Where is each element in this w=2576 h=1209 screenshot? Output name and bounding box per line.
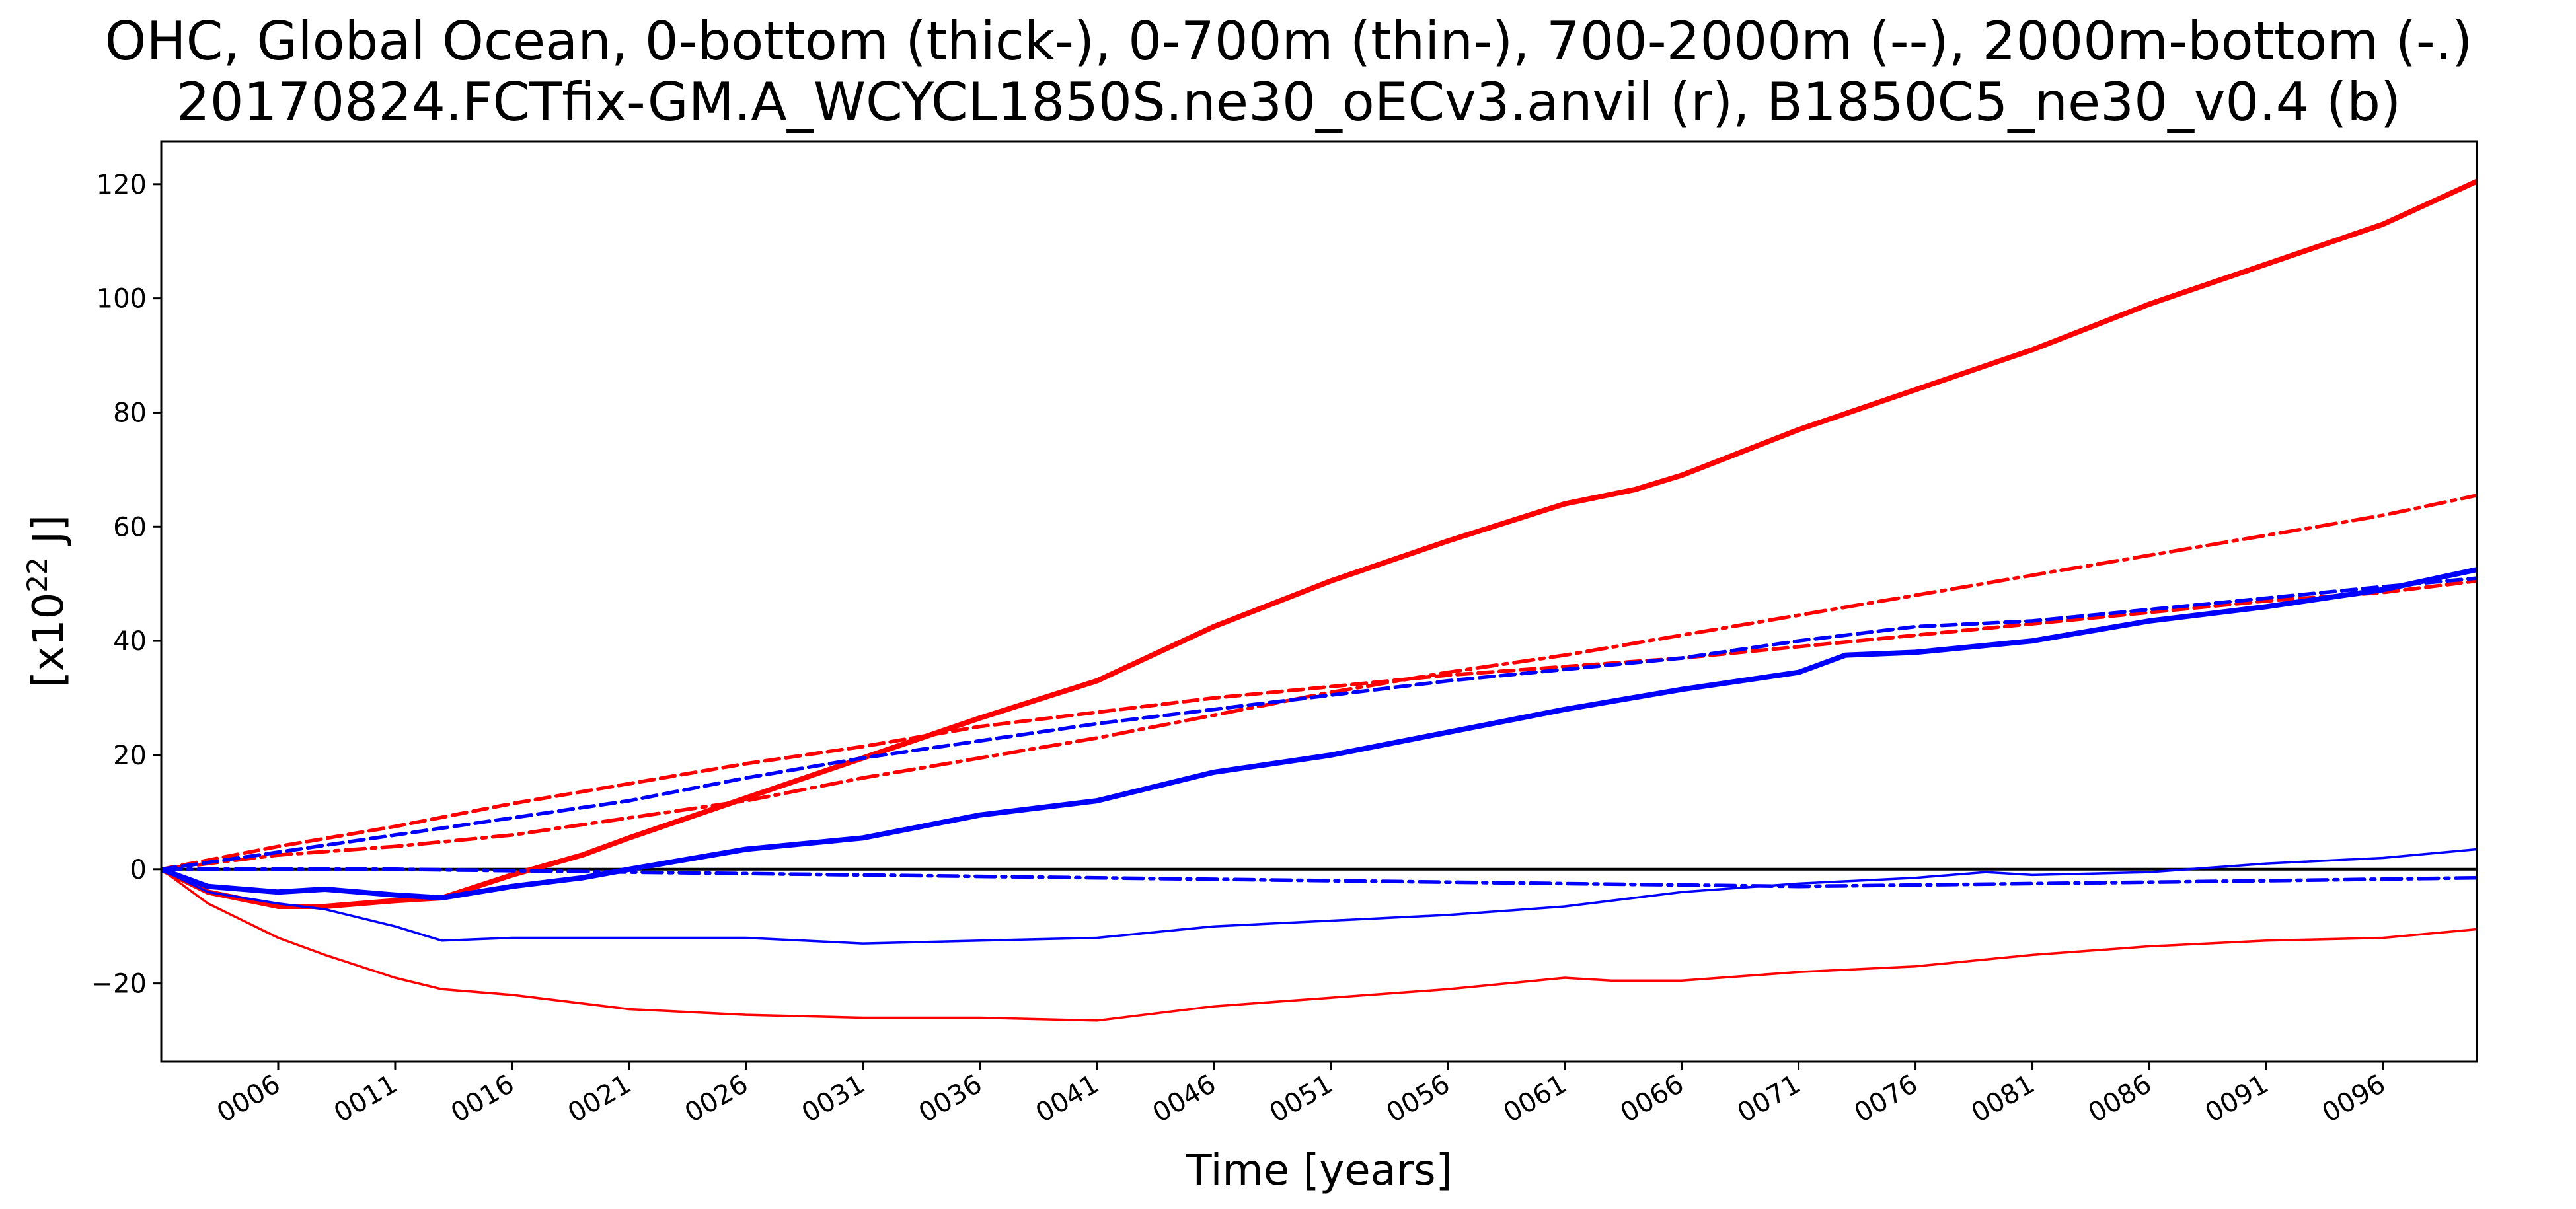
series-line-8 <box>161 867 2477 889</box>
chart-subtitle: 20170824.FCTfix-GM.A_WCYCL1850S.ne30_oEC… <box>176 71 2401 133</box>
y-tick-label: 100 <box>96 284 147 314</box>
x-tick-label: 0056 <box>1382 1069 1455 1129</box>
series-line-3 <box>161 579 2477 871</box>
series-line-7 <box>161 576 2477 871</box>
x-tick-label: 0081 <box>1966 1069 2039 1129</box>
x-tick-label: 0096 <box>2317 1069 2390 1129</box>
y-tick-label: −20 <box>91 969 147 1000</box>
y-tick-label: 40 <box>113 626 147 657</box>
y-tick-label: 0 <box>130 855 147 885</box>
series-line-4 <box>161 494 2477 871</box>
series-line-1 <box>161 178 2477 909</box>
plot-area <box>161 178 2477 1022</box>
x-tick-label: 0066 <box>1615 1069 1688 1129</box>
chart-title: OHC, Global Ocean, 0-bottom (thick-), 0-… <box>105 11 2473 72</box>
y-tick-label: 60 <box>113 512 147 542</box>
x-tick-label: 0071 <box>1732 1069 1805 1129</box>
x-tick-label: 0031 <box>797 1069 870 1129</box>
y-tick-label: 20 <box>113 741 147 771</box>
y-tick-label: 120 <box>96 170 147 200</box>
x-tick-label: 0046 <box>1148 1069 1221 1129</box>
x-tick-label: 0041 <box>1031 1069 1104 1129</box>
x-tick-label: 0086 <box>2083 1069 2156 1129</box>
x-tick-label: 0021 <box>563 1069 636 1129</box>
x-axis-label: Time [years] <box>1185 1146 1452 1195</box>
x-tick-label: 0006 <box>212 1069 285 1129</box>
series-line-5 <box>161 567 2477 900</box>
x-tick-label: 0061 <box>1498 1069 1572 1129</box>
x-tick-label: 0016 <box>446 1069 519 1129</box>
y-axis-label: [x1022 J] <box>21 515 73 688</box>
x-tick-label: 0036 <box>914 1069 987 1129</box>
x-tick-label: 0091 <box>2200 1069 2273 1129</box>
x-tick-label: 0051 <box>1265 1069 1338 1129</box>
x-tick-label: 0026 <box>680 1069 753 1129</box>
y-tick-label: 80 <box>113 398 147 428</box>
series-line-6 <box>161 848 2477 945</box>
axes-frame <box>160 140 2478 1063</box>
series-line-2 <box>161 868 2477 1022</box>
x-tick-label: 0076 <box>1849 1069 1922 1129</box>
x-tick-label: 0011 <box>329 1069 402 1129</box>
